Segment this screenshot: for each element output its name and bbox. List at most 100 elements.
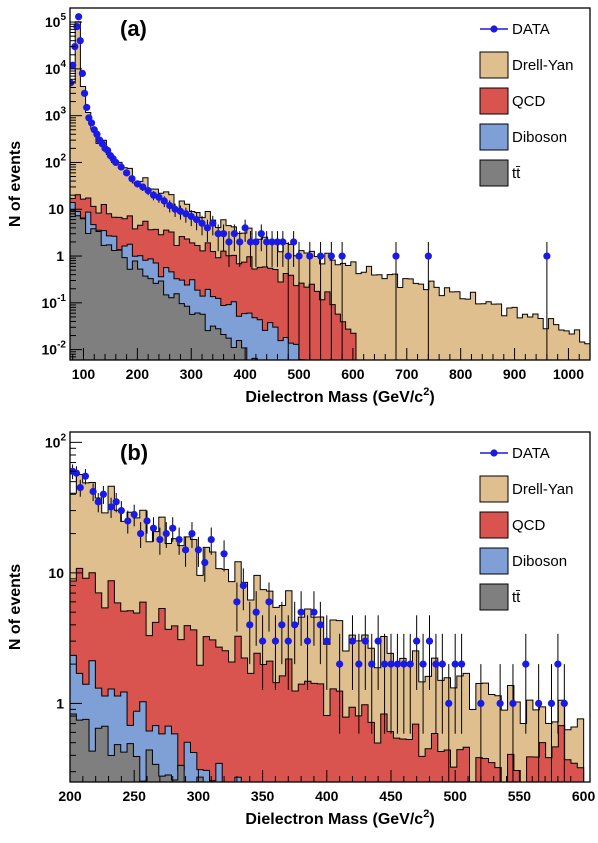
data-point (162, 529, 170, 538)
x-tick-label: 200 (126, 366, 150, 382)
data-point (323, 637, 331, 645)
legend-swatch (479, 547, 509, 575)
legend-label: Diboson (512, 553, 567, 570)
panel-b: 200 250 300 350 400 450 500 550 600 1 10 102 Dielect… (7, 431, 595, 828)
legend-data-marker (490, 449, 498, 457)
data-point (387, 660, 395, 668)
x-tick-label: 550 (508, 788, 532, 804)
data-point (336, 660, 344, 668)
y-tick-label: 10-1 (42, 293, 67, 311)
data-point (535, 699, 543, 708)
x-tick-label: 600 (341, 366, 365, 382)
y-tick-label: 10 (48, 565, 64, 581)
y-tick-label: 10 (48, 201, 64, 217)
y-tick-label: 102 (45, 432, 67, 450)
x-tick-label: 400 (315, 788, 339, 804)
data-point (83, 103, 91, 112)
data-point (445, 699, 453, 708)
data-point (160, 197, 168, 205)
data-point (355, 660, 363, 668)
x-tick-label: 350 (251, 788, 275, 804)
data-point (303, 637, 312, 645)
data-point (279, 238, 287, 246)
data-point (122, 169, 131, 177)
data-point (144, 187, 152, 195)
legend-swatch (479, 159, 509, 187)
panel-label: (a) (120, 16, 147, 41)
ttbar-stack (70, 713, 590, 782)
data-point (139, 183, 147, 191)
data-point (419, 660, 427, 668)
data-point (316, 621, 324, 629)
data-point (278, 621, 286, 629)
data-point (187, 212, 195, 221)
data-point (338, 252, 346, 260)
x-axis: 100 200 300 400 500 600 700 800 900 1000 (72, 348, 591, 382)
data-point (257, 230, 265, 238)
data-point (175, 535, 183, 544)
data-point (263, 238, 271, 246)
legend-label: tt̄ (512, 165, 521, 182)
data-point (413, 637, 421, 645)
data-point (209, 219, 217, 227)
data-point (316, 252, 325, 260)
x-axis: 200 250 300 350 400 450 500 550 600 (58, 770, 595, 804)
data-point (496, 699, 504, 708)
data-points (70, 13, 551, 360)
y-tick-label: 1 (56, 695, 64, 711)
data-point (246, 621, 254, 629)
panel-a: 100 200 300 400 500 600 700 800 900 100010-210-11… (7, 7, 591, 406)
data-point (155, 193, 163, 201)
data-point (112, 498, 120, 506)
data-point (219, 230, 228, 238)
data-point (70, 61, 77, 69)
x-tick-label: 500 (287, 366, 311, 382)
x-axis-label: Dielectron Mass (GeV/c2) (245, 386, 434, 406)
data-point (230, 230, 238, 238)
data-point (201, 558, 209, 567)
legend-label: DATA (512, 445, 550, 462)
data-point (327, 252, 335, 260)
qcd-stack (70, 567, 590, 782)
data-point (290, 238, 298, 246)
data-point (236, 238, 244, 246)
data-point (171, 205, 179, 213)
data-point (188, 529, 196, 538)
data-point (424, 252, 432, 260)
data-point (137, 529, 145, 538)
data-point (117, 163, 125, 171)
y-tick-label: 103 (45, 106, 67, 124)
data-point (225, 238, 233, 246)
data-point (284, 252, 292, 260)
legend: DATA Drell-Yan QCD Diboson tt̄ (479, 21, 573, 187)
data-point (89, 487, 97, 496)
data-point (75, 13, 83, 21)
data-point (133, 180, 141, 188)
data-point (477, 699, 485, 708)
data-point (94, 498, 102, 506)
data-point (392, 252, 400, 260)
data-point (252, 238, 260, 246)
data-points (70, 464, 568, 782)
y-axis: 10-2 10-1 1 10 102 103 104 105 (42, 7, 82, 361)
data-point (181, 546, 190, 554)
legend-swatch (479, 583, 509, 611)
y-axis-label: N of events (7, 141, 24, 227)
data-point (361, 637, 369, 645)
data-point (99, 490, 107, 498)
data-point (547, 699, 556, 708)
data-point (130, 510, 138, 519)
y-tick-label: 105 (45, 12, 67, 30)
data-point (112, 158, 120, 167)
data-point (291, 621, 299, 629)
data-point (78, 69, 86, 78)
x-tick-label: 900 (503, 366, 527, 382)
data-point (241, 224, 249, 232)
data-point (273, 238, 282, 246)
data-point (87, 119, 96, 127)
legend-label: DATA (512, 21, 550, 38)
data-point (182, 210, 190, 218)
y-tick-label: 10-2 (42, 340, 67, 358)
x-tick-label: 200 (58, 788, 82, 804)
x-tick-label: 600 (572, 788, 596, 804)
